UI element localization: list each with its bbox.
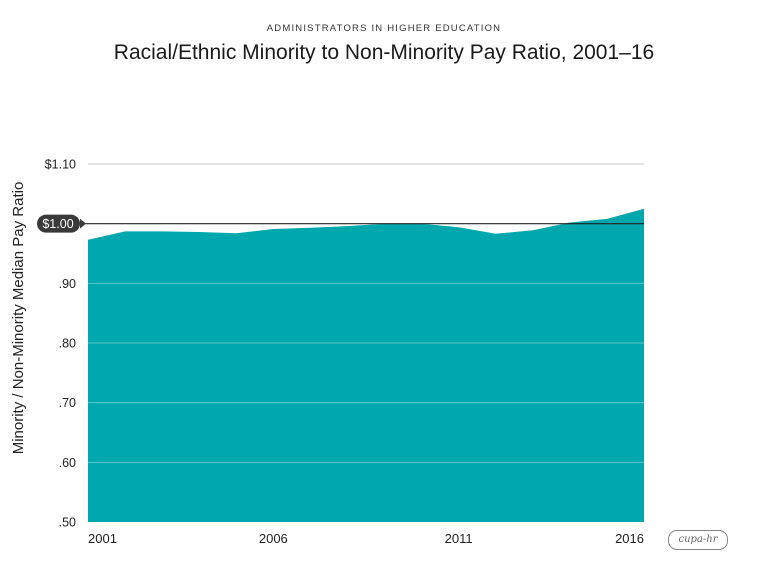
cupa-hr-logo: cupa-hr xyxy=(668,530,728,550)
chart-kicker: ADMINISTRATORS IN HIGHER EDUCATION xyxy=(266,23,502,34)
y-tick-label: .60 xyxy=(59,456,76,470)
data-point-2016 xyxy=(643,207,646,210)
area-fill xyxy=(88,208,644,523)
y-axis-ticks: $1.10 $1.00 .90 .80 .70 .60 .50 xyxy=(37,158,86,530)
x-tick-label: 2016 xyxy=(615,531,644,546)
y-tick-label: .70 xyxy=(59,396,76,410)
data-point-2003 xyxy=(161,230,164,233)
data-point-2004 xyxy=(198,231,201,234)
data-point-2002 xyxy=(124,230,127,233)
data-point-2001 xyxy=(87,238,90,241)
x-axis-ticks: 2001 2006 2011 2016 xyxy=(88,531,644,546)
y-tick-label: .80 xyxy=(59,337,76,351)
data-point-2011 xyxy=(457,226,460,229)
data-point-2012 xyxy=(494,232,497,235)
data-point-2005 xyxy=(235,232,238,235)
chart-title: Racial/Ethnic Minority to Non-Minority P… xyxy=(113,41,655,64)
data-point-2008 xyxy=(346,225,349,228)
y-tick-label: $1.10 xyxy=(45,158,76,172)
y-axis-label: Minority / Non-Minority Median Pay Ratio xyxy=(10,182,27,455)
data-point-2007 xyxy=(309,226,312,229)
x-tick-label: 2001 xyxy=(88,531,117,546)
x-tick-label: 2011 xyxy=(445,531,473,546)
data-point-2015 xyxy=(605,217,608,220)
y-tick-label: $1.00 xyxy=(42,217,73,231)
data-point-2006 xyxy=(272,228,275,231)
data-point-2013 xyxy=(531,229,534,232)
logo-text: cupa-hr xyxy=(678,534,718,545)
y-tick-label: .90 xyxy=(59,277,76,291)
y-tick-label: .50 xyxy=(59,516,76,530)
series-area xyxy=(87,207,646,523)
reference-badge-pointer xyxy=(80,218,86,229)
reference-badge xyxy=(37,214,80,233)
x-tick-label: 2006 xyxy=(259,531,288,546)
